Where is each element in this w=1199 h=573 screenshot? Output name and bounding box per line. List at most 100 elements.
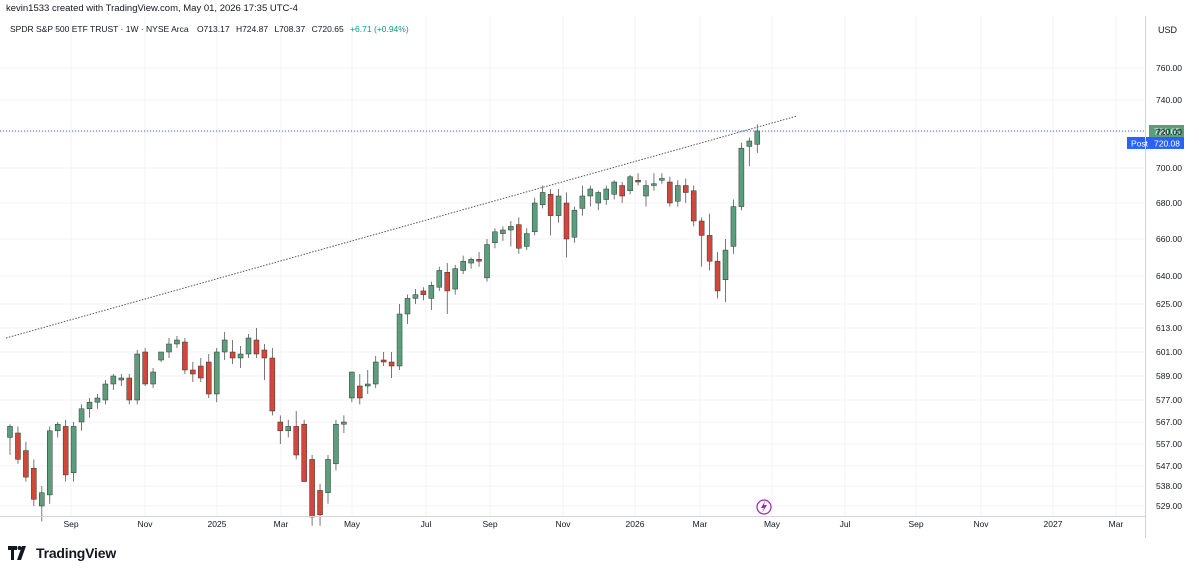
candle [7,424,13,455]
candle-body [492,231,498,243]
candle [166,338,172,358]
candle-body [237,353,244,359]
candle [738,142,745,211]
candle-body [62,426,69,476]
candle [428,281,435,310]
candle [341,415,347,433]
candle-body [563,202,570,240]
candle-body [627,176,633,191]
trendline[interactable] [5,115,798,339]
candle [587,185,594,207]
candle-body [134,353,140,401]
time-tick-label: Mar [1109,519,1124,529]
candle [651,173,657,191]
candle [659,173,665,184]
candle [365,370,371,394]
candle-body [500,229,506,234]
candle-body [571,209,578,238]
candle [325,455,331,504]
candle [309,455,315,526]
logo-text: TradingView [36,545,117,561]
candle-body [380,359,387,363]
candle-body [428,285,435,299]
candle [261,344,268,380]
price-tick-label: 740.00 [1156,95,1182,105]
candle [579,185,586,216]
last-price-label: 720.65 [1154,126,1180,136]
candle [675,180,681,207]
candle-body [547,194,554,216]
candle-body [635,180,641,183]
candle [730,199,737,254]
price-tick-label: 538.00 [1156,481,1182,491]
candle [62,419,69,482]
price-tick-label: 760.00 [1156,63,1182,73]
last-price-line: 720.65 Post 720.08 [0,124,1184,149]
candle [221,332,228,360]
candle-body [23,450,29,478]
price-tick-label: 567.00 [1156,417,1182,427]
candle [754,124,761,153]
candle-body [508,226,514,231]
price-axis[interactable]: 760.00 740.00 720.00 700.00 680.00 660.00 640.… [1156,63,1182,511]
candle-body [651,183,657,186]
candle [198,358,204,382]
time-tick-label: May [344,519,361,529]
candle [635,173,641,186]
candle-body [15,432,21,460]
candle-body [484,244,490,279]
candle [539,185,546,209]
candle-body [746,140,753,147]
candle [683,178,689,203]
candle-body [698,220,705,236]
candle-body [47,430,53,496]
time-tick-label: Jul [840,519,851,529]
tradingview-logo[interactable]: TradingView [8,545,116,561]
candle-body [86,401,93,410]
candle-body [468,259,474,264]
symbol-name[interactable]: SPDR S&P 500 ETF TRUST · 1W · NYSE Arca [10,24,189,34]
candle [380,352,387,366]
price-tick-label: 720.00 [1156,127,1182,137]
price-tick-label: 557.00 [1156,439,1182,449]
trendline-segment [5,115,798,339]
candle [396,304,403,370]
candle-body [126,377,132,401]
candle [54,422,61,438]
candle-body [579,195,586,209]
time-axis[interactable]: Sep Nov 2025 Mar May Jul Sep Nov 2026 Mar May Jul Se… [63,519,1123,529]
time-tick-label: Nov [973,519,989,529]
candle [150,368,156,388]
lightning-bolt-shape [761,501,767,513]
candle-body [110,375,117,385]
currency-label[interactable]: USD [1158,25,1178,35]
time-tick-label: Nov [137,519,153,529]
candle-body [166,343,172,353]
candle [595,190,602,211]
candle-body [365,383,371,387]
candle-body [245,337,252,355]
candle [531,197,538,236]
candle-body [190,369,196,375]
candlestick-chart[interactable]: 720.65 Post 720.08 760.00 740.00 720.00 700.0… [0,0,1199,538]
candle [412,289,419,304]
candle [698,217,705,267]
price-tick-label: 601.00 [1156,347,1182,357]
candle-body [531,202,538,233]
candle-body [388,361,395,367]
candle [714,251,721,299]
candle [301,419,307,482]
candle-body [198,365,204,379]
close-value: C720.65 [311,24,344,34]
candles [7,124,761,526]
candle [253,328,260,358]
price-tick-label: 625.00 [1156,299,1182,309]
lightning-icon[interactable] [756,499,772,515]
candle-body [221,339,228,353]
candle [102,380,109,405]
candle-body [611,181,617,195]
candle [372,356,379,388]
candle [357,374,363,405]
candle-body [555,195,562,216]
candle-body [301,423,307,482]
